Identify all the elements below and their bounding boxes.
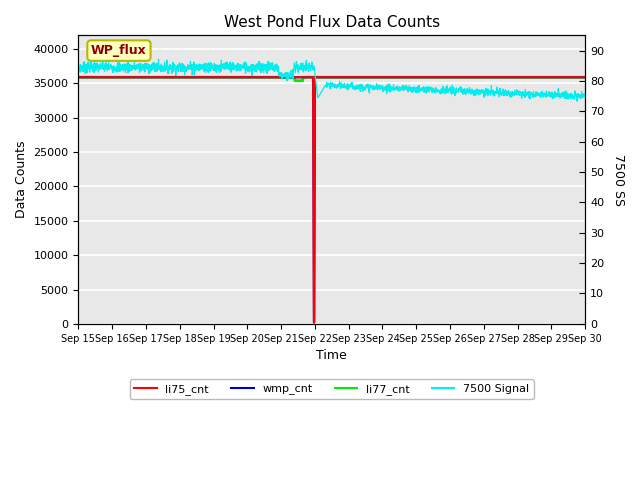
Y-axis label: 7500 SS: 7500 SS (612, 154, 625, 205)
Legend: li75_cnt, wmp_cnt, li77_cnt, 7500 Signal: li75_cnt, wmp_cnt, li77_cnt, 7500 Signal (130, 379, 534, 399)
Y-axis label: Data Counts: Data Counts (15, 141, 28, 218)
Title: West Pond Flux Data Counts: West Pond Flux Data Counts (224, 15, 440, 30)
Text: WP_flux: WP_flux (91, 44, 147, 57)
X-axis label: Time: Time (316, 349, 347, 362)
